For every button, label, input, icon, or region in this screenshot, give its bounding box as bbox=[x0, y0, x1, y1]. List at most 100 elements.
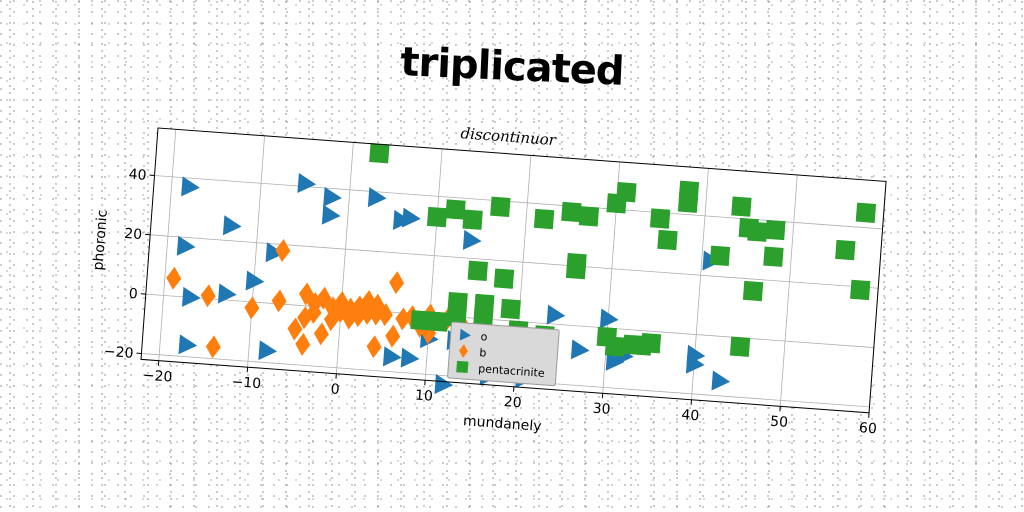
x-tick-label: 30 bbox=[592, 401, 611, 418]
data-point bbox=[271, 289, 287, 313]
legend-label: b bbox=[479, 346, 487, 359]
gridline-x bbox=[335, 142, 354, 374]
data-point bbox=[709, 245, 731, 266]
data-point bbox=[649, 208, 671, 229]
x-tick-label: 40 bbox=[681, 407, 700, 424]
data-point bbox=[605, 350, 625, 371]
data-point bbox=[377, 303, 393, 327]
data-point bbox=[178, 334, 198, 355]
data-point bbox=[395, 307, 411, 331]
x-tick-label: 0 bbox=[330, 381, 340, 398]
legend: ob pentacrinite bbox=[447, 321, 560, 387]
y-axis-label: phoronic bbox=[90, 209, 110, 271]
data-point bbox=[604, 336, 626, 357]
data-point bbox=[434, 374, 454, 394]
data-point bbox=[389, 271, 405, 295]
data-point bbox=[462, 209, 483, 230]
data-point bbox=[763, 246, 784, 267]
data-point bbox=[181, 286, 201, 307]
data-point bbox=[297, 173, 317, 193]
gridline-x bbox=[247, 135, 265, 368]
data-point bbox=[565, 258, 587, 280]
data-point bbox=[462, 229, 482, 250]
data-point bbox=[369, 293, 385, 317]
data-point bbox=[578, 206, 600, 227]
legend-marker bbox=[456, 360, 469, 374]
data-point bbox=[205, 335, 221, 359]
data-point bbox=[467, 260, 488, 281]
data-point bbox=[765, 219, 786, 241]
data-point bbox=[533, 208, 555, 230]
data-point bbox=[428, 311, 449, 332]
data-point bbox=[400, 347, 420, 368]
data-point bbox=[445, 199, 466, 220]
data-point bbox=[729, 336, 751, 357]
x-tick-label: 20 bbox=[503, 394, 522, 411]
y-tick-label: 20 bbox=[124, 226, 143, 243]
data-point bbox=[446, 306, 467, 328]
data-point bbox=[711, 370, 731, 391]
gridline-x bbox=[779, 174, 798, 407]
legend-box bbox=[447, 321, 560, 387]
data-point bbox=[222, 215, 242, 236]
gridline-x bbox=[158, 129, 177, 361]
data-point bbox=[217, 283, 237, 304]
y-tick-label: 0 bbox=[128, 286, 138, 303]
data-point bbox=[657, 229, 678, 251]
data-point bbox=[599, 308, 619, 329]
data-point bbox=[402, 207, 421, 228]
data-point bbox=[323, 186, 342, 207]
legend-label: o bbox=[480, 330, 488, 343]
data-point bbox=[640, 333, 662, 354]
data-point bbox=[321, 204, 341, 225]
data-point bbox=[678, 180, 700, 202]
data-point bbox=[382, 346, 402, 367]
data-point bbox=[855, 202, 877, 223]
data-point bbox=[616, 182, 637, 203]
data-point bbox=[742, 280, 764, 302]
data-point bbox=[265, 242, 285, 263]
x-tick-label: −20 bbox=[142, 368, 173, 386]
x-tick-label: −10 bbox=[231, 374, 262, 392]
x-axis-label: mundanely bbox=[463, 413, 542, 435]
data-point bbox=[313, 322, 329, 346]
data-point bbox=[835, 239, 856, 261]
data-point bbox=[316, 286, 332, 310]
data-point bbox=[295, 332, 311, 356]
legend-marker bbox=[459, 344, 468, 358]
data-point bbox=[342, 297, 358, 321]
data-point bbox=[245, 270, 265, 291]
data-point bbox=[570, 339, 590, 360]
data-point bbox=[176, 235, 196, 256]
gridline-y bbox=[154, 175, 883, 230]
data-point bbox=[561, 201, 582, 223]
data-point bbox=[546, 304, 566, 325]
plot-area: −20 −10 0 10 20 30 40 50 60 −20 0 20 40 mundanely phor… bbox=[90, 124, 887, 437]
plot-frame bbox=[140, 127, 887, 414]
data-point bbox=[410, 310, 431, 331]
gridline-y bbox=[150, 234, 879, 289]
data-point bbox=[490, 196, 511, 217]
data-point bbox=[385, 324, 401, 348]
data-point bbox=[351, 304, 366, 328]
data-point bbox=[493, 268, 515, 289]
data-point bbox=[287, 317, 303, 341]
data-point bbox=[334, 291, 350, 314]
x-tick-label: 50 bbox=[770, 414, 789, 431]
data-point bbox=[181, 176, 200, 197]
data-point bbox=[685, 353, 705, 374]
data-point bbox=[258, 340, 278, 361]
data-point bbox=[392, 209, 412, 230]
data-point bbox=[731, 196, 752, 217]
data-point bbox=[369, 143, 390, 164]
data-point bbox=[367, 187, 387, 208]
data-point bbox=[850, 279, 871, 301]
data-point bbox=[426, 206, 448, 228]
legend-marker bbox=[459, 328, 471, 341]
y-tick-label: 40 bbox=[128, 167, 147, 184]
data-point bbox=[366, 335, 382, 359]
legend-label: pentacrinite bbox=[478, 362, 546, 380]
data-point bbox=[166, 266, 182, 290]
x-tick-label: 60 bbox=[858, 420, 877, 437]
chart-subtitle: discontinuor bbox=[460, 124, 557, 149]
